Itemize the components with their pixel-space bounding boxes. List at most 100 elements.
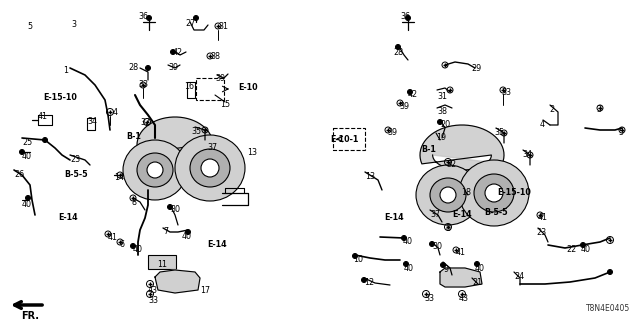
Text: 6: 6 bbox=[120, 240, 125, 249]
Text: 13: 13 bbox=[247, 148, 257, 157]
Circle shape bbox=[440, 262, 445, 268]
Text: E-10: E-10 bbox=[238, 83, 258, 92]
Text: 30: 30 bbox=[170, 205, 180, 214]
Text: 13: 13 bbox=[365, 172, 375, 181]
Circle shape bbox=[401, 236, 406, 241]
Circle shape bbox=[145, 66, 150, 70]
Text: E-15-10: E-15-10 bbox=[497, 188, 531, 197]
Text: 43: 43 bbox=[148, 286, 158, 295]
Ellipse shape bbox=[201, 159, 219, 177]
Ellipse shape bbox=[416, 165, 480, 225]
Text: 40: 40 bbox=[403, 237, 413, 246]
Text: E-14: E-14 bbox=[384, 213, 404, 222]
Text: 39: 39 bbox=[215, 74, 225, 83]
Text: 40: 40 bbox=[581, 245, 591, 254]
Circle shape bbox=[607, 269, 612, 275]
Text: 17: 17 bbox=[200, 286, 210, 295]
Text: 40: 40 bbox=[22, 152, 32, 161]
Circle shape bbox=[396, 44, 401, 50]
Circle shape bbox=[147, 15, 152, 20]
Text: 22: 22 bbox=[566, 245, 576, 254]
Text: 32: 32 bbox=[140, 118, 150, 127]
Ellipse shape bbox=[474, 174, 514, 212]
Text: 37: 37 bbox=[430, 210, 440, 219]
Text: B-5-5: B-5-5 bbox=[484, 208, 508, 217]
Text: 29: 29 bbox=[471, 64, 481, 73]
Text: 31: 31 bbox=[437, 92, 447, 101]
Polygon shape bbox=[420, 125, 504, 170]
Text: 23: 23 bbox=[536, 228, 546, 237]
Text: 39: 39 bbox=[387, 128, 397, 137]
Ellipse shape bbox=[485, 184, 503, 202]
Text: 15: 15 bbox=[220, 100, 230, 109]
Text: 8: 8 bbox=[131, 198, 136, 207]
Text: B-1: B-1 bbox=[126, 132, 141, 141]
Polygon shape bbox=[155, 270, 200, 293]
Circle shape bbox=[193, 15, 198, 20]
Text: 32: 32 bbox=[446, 160, 456, 169]
Text: 41: 41 bbox=[38, 112, 48, 121]
Circle shape bbox=[42, 138, 47, 142]
Circle shape bbox=[170, 50, 175, 54]
Text: 28: 28 bbox=[393, 48, 403, 57]
Text: E-14: E-14 bbox=[452, 210, 472, 219]
Text: 33: 33 bbox=[501, 88, 511, 97]
Text: 39: 39 bbox=[168, 63, 178, 72]
Text: 16: 16 bbox=[184, 82, 194, 91]
Circle shape bbox=[362, 277, 367, 283]
Text: 14: 14 bbox=[114, 173, 124, 182]
Text: 41: 41 bbox=[108, 233, 118, 242]
Circle shape bbox=[403, 261, 408, 267]
Text: 34: 34 bbox=[522, 150, 532, 159]
Text: 35: 35 bbox=[191, 127, 201, 136]
Text: 41: 41 bbox=[456, 248, 466, 257]
Text: 33: 33 bbox=[148, 296, 158, 305]
Bar bbox=[148, 255, 176, 269]
Circle shape bbox=[26, 196, 31, 201]
Text: 39: 39 bbox=[399, 102, 409, 111]
Text: 38: 38 bbox=[210, 52, 220, 61]
Text: 35: 35 bbox=[494, 128, 504, 137]
Text: E-14: E-14 bbox=[58, 213, 77, 222]
Text: 38: 38 bbox=[437, 107, 447, 116]
Text: 42: 42 bbox=[173, 48, 183, 57]
Text: 11: 11 bbox=[157, 260, 167, 269]
Text: E-14: E-14 bbox=[207, 240, 227, 249]
Text: 7: 7 bbox=[163, 227, 168, 236]
Text: E-10-1: E-10-1 bbox=[330, 135, 358, 144]
Text: 36: 36 bbox=[138, 12, 148, 21]
Text: 8: 8 bbox=[446, 224, 451, 233]
Text: 25: 25 bbox=[22, 138, 32, 147]
Text: 42: 42 bbox=[408, 90, 418, 99]
Text: 40: 40 bbox=[182, 232, 192, 241]
Text: 19: 19 bbox=[436, 133, 446, 142]
Text: 12: 12 bbox=[364, 278, 374, 287]
Text: FR.: FR. bbox=[21, 311, 39, 320]
Ellipse shape bbox=[123, 140, 187, 200]
Ellipse shape bbox=[175, 135, 245, 201]
Circle shape bbox=[429, 242, 435, 246]
Text: 21: 21 bbox=[472, 278, 482, 287]
Text: 4: 4 bbox=[540, 120, 545, 129]
Ellipse shape bbox=[147, 162, 163, 178]
Text: B-1: B-1 bbox=[421, 145, 436, 154]
Text: 2: 2 bbox=[549, 105, 554, 114]
Text: 1: 1 bbox=[63, 66, 68, 75]
Text: 30: 30 bbox=[432, 242, 442, 251]
Bar bbox=[333, 128, 365, 150]
Ellipse shape bbox=[440, 187, 456, 203]
Circle shape bbox=[19, 149, 24, 155]
Text: 18: 18 bbox=[461, 188, 471, 197]
Text: 40: 40 bbox=[22, 200, 32, 209]
Text: 34: 34 bbox=[87, 117, 97, 126]
Ellipse shape bbox=[190, 149, 230, 187]
Text: 33: 33 bbox=[138, 80, 148, 89]
Circle shape bbox=[168, 204, 173, 210]
Ellipse shape bbox=[430, 178, 466, 212]
Text: 3: 3 bbox=[71, 20, 76, 29]
Text: 20: 20 bbox=[440, 120, 450, 129]
Text: 4: 4 bbox=[113, 108, 118, 117]
Text: 33: 33 bbox=[424, 294, 434, 303]
Text: 37: 37 bbox=[207, 143, 217, 152]
Circle shape bbox=[406, 15, 410, 20]
